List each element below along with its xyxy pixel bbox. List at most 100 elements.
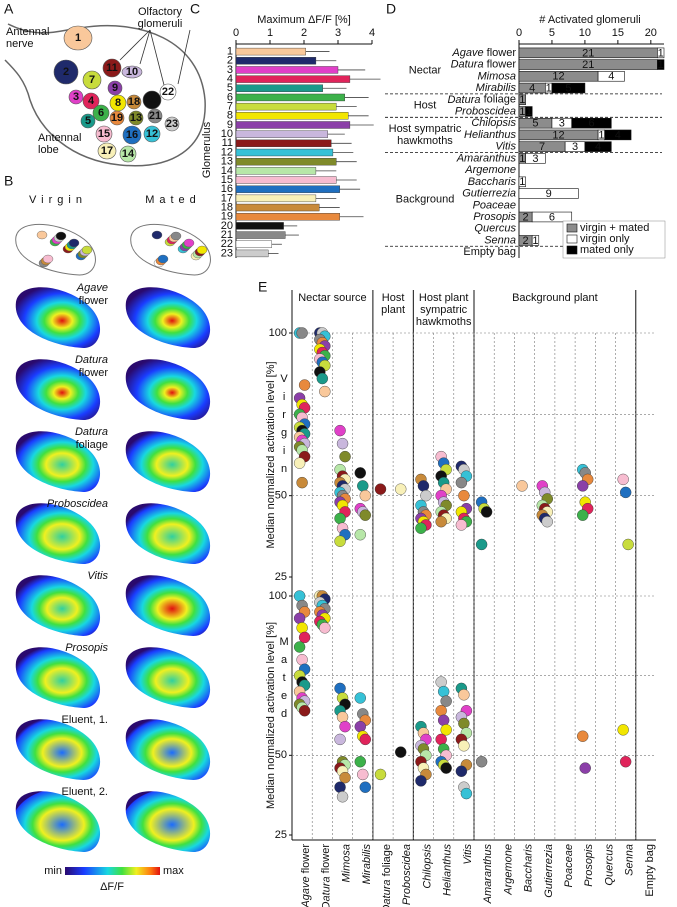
x-tick-label: 0 [233,27,239,39]
glomerulus-label: 20 [146,94,158,106]
dot [617,724,629,736]
y-tick-label: Baccharis [468,176,517,188]
bar-value-label: 1 [519,153,525,165]
bar [235,240,272,248]
dot [339,450,351,463]
bar-segment [604,129,632,141]
legend-swatch [566,245,578,255]
y-tick-label: 21 [221,229,233,241]
dot [440,762,452,774]
odor-label: flower [79,295,109,307]
x-tick-label: Agave flower [300,844,312,907]
glomerulus-label: 18 [128,96,140,108]
dot [374,483,387,495]
group-label: Background [396,193,455,205]
dot [298,379,311,391]
dot [354,720,366,733]
pointer-arrow [139,29,151,65]
odor-label: Vitis [87,570,108,582]
group-label: Host sympatric [389,123,462,135]
y-tick-label: 6 [227,91,233,103]
y-tick-label: 100 [269,327,287,339]
glomerulus [128,110,144,126]
lobe-sketch-glomerulus [36,230,48,240]
dot [415,775,427,787]
lobe-sketch-glomerulus [151,230,163,240]
dot [480,506,493,518]
dot [357,480,369,492]
bar-value-label: 1 [546,82,552,94]
x-tick-label: Mimosa [340,844,352,883]
bar-value-label: 3 [559,118,565,130]
y-tick-label: 1 [227,45,233,57]
heatmap [125,503,211,564]
glomerulus [97,142,117,160]
glomerulus [63,25,93,51]
x-tick-label: Baccharis [522,844,534,893]
bar-value-label: 2 [523,235,529,247]
y-tick-label: 7 [227,101,233,113]
bar-segment [525,106,533,117]
y-tick-label: Poaceae [473,199,516,211]
group-label: hawkmoths [397,135,453,147]
bar [235,213,340,221]
y-tick-label: 50 [275,490,287,502]
dot [296,327,308,339]
dot [293,590,306,602]
glomerulus [107,80,123,96]
dot [374,768,387,781]
glomerulus [159,83,177,101]
dot [334,733,346,746]
legend-swatch [566,234,578,244]
heatmap [15,359,101,420]
dot [336,437,349,450]
lobe-sketch-glomerulus [170,231,182,241]
y-tick-label: Proboscidea [455,105,516,117]
odor-label: flower [79,367,109,379]
glomerulus [82,92,100,110]
group-label: Background plant [512,292,598,304]
dot [334,512,346,525]
dot [334,424,346,437]
glomerulus [164,116,180,132]
y-tick-label: Quercus [474,223,516,235]
bar-value-label: 7 [539,141,545,153]
dot [577,480,589,492]
dot [298,631,311,644]
dot [440,695,452,707]
y-tick-label: 18 [221,201,233,213]
bar-value-label: 6 [588,118,594,130]
glomerulus-label: 15 [98,128,110,140]
colorbar-min: min [44,865,62,877]
y-tick-label: 16 [221,183,233,195]
bar-value-label: 3 [572,141,578,153]
bar [235,167,317,175]
y-tick-label: 4 [227,73,233,85]
lobe-sketch-glomerulus [55,231,67,241]
heatmap [125,575,211,636]
bar-value-label: 12 [552,129,564,141]
pointer-arrow [119,29,151,61]
y-tick-label: 20 [221,220,233,232]
annotation: Antennal [38,132,81,144]
x-tick-label: 20 [645,27,657,39]
odor-label: Eluent, 1. [62,714,108,726]
dot [541,515,553,528]
bar-value-label: 1 [519,94,525,106]
glomerulus [82,70,102,90]
lobe-sketch-glomerulus [42,254,54,264]
bar [235,194,317,203]
group-label: sympatric [420,304,468,316]
glomerulus [80,113,96,129]
dot [455,765,468,777]
dot [296,654,308,666]
dot [455,519,468,531]
dot [293,457,306,469]
y-tick-label: Datura flower [451,58,517,70]
glomerulus-label: 8 [115,97,121,109]
y-tick-label: Vitis [495,141,516,153]
column-header: Mated [145,194,201,206]
pointer-arrow [149,29,165,86]
dot [395,483,407,495]
